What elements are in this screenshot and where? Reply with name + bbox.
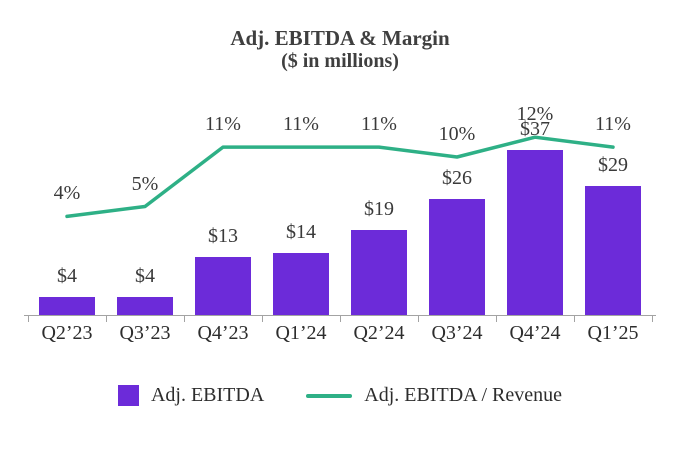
x-axis-label: Q3’24 xyxy=(431,322,483,344)
x-axis-tick xyxy=(418,315,419,322)
x-axis-tick xyxy=(262,315,263,322)
x-axis-label: Q3’23 xyxy=(119,322,171,344)
bar-value-label: $29 xyxy=(598,153,628,176)
x-axis-tick xyxy=(340,315,341,322)
x-axis-tick xyxy=(28,315,29,322)
x-axis-label: Q4’24 xyxy=(509,322,561,344)
margin-point-label: 11% xyxy=(205,113,241,136)
ebitda-bar xyxy=(195,257,251,315)
x-axis-label: Q2’23 xyxy=(41,322,93,344)
x-axis-label: Q4’23 xyxy=(197,322,249,344)
ebitda-bar xyxy=(351,230,407,315)
bar-value-label: $4 xyxy=(57,265,77,288)
chart-title: Adj. EBITDA & Margin xyxy=(230,26,450,50)
x-axis-label: Q1’24 xyxy=(275,322,327,344)
ebitda-bar xyxy=(507,150,563,315)
margin-point-label: 10% xyxy=(438,123,476,145)
legend-label-margin: Adj. EBITDA / Revenue xyxy=(364,384,563,406)
x-axis-tick xyxy=(106,315,107,322)
margin-point-label: 11% xyxy=(361,113,397,136)
x-axis-tick xyxy=(184,315,185,322)
bar-value-label: $4 xyxy=(135,265,155,288)
margin-point-label: 5% xyxy=(131,172,159,195)
bar-value-label: $37 xyxy=(520,118,550,141)
ebitda-bar xyxy=(429,199,485,315)
bar-value-label: $13 xyxy=(208,225,238,248)
margin-point-label: 11% xyxy=(595,113,631,136)
x-axis-label: Q1’25 xyxy=(587,322,639,344)
legend-swatch-ebitda xyxy=(117,385,139,406)
x-axis-label: Q2’24 xyxy=(353,322,405,344)
margin-point-label: 12% xyxy=(516,103,554,126)
chart-subtitle: ($ in millions) xyxy=(281,50,399,72)
ebitda-bar xyxy=(585,185,641,315)
ebitda-bar xyxy=(39,297,95,315)
legend-line-swatch xyxy=(306,393,353,398)
legend: Adj. EBITDA Adj. EBITDA / Revenue xyxy=(0,384,680,407)
x-axis-tick xyxy=(496,315,497,322)
bar-value-label: $14 xyxy=(286,220,316,243)
margin-point-label: 4% xyxy=(53,182,81,205)
x-axis-tick xyxy=(574,315,575,322)
bar-value-label: $19 xyxy=(364,198,394,221)
ebitda-bar xyxy=(273,252,329,315)
ebitda-bar xyxy=(117,297,173,315)
bar-value-label: $26 xyxy=(442,167,472,190)
margin-point-label: 11% xyxy=(283,113,319,136)
x-axis-tick xyxy=(652,315,653,322)
legend-label-ebitda: Adj. EBITDA xyxy=(150,384,265,406)
